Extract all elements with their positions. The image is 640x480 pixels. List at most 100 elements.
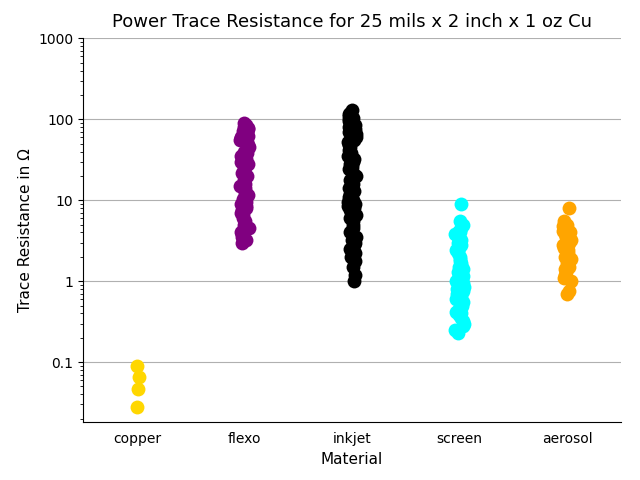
Point	[562, 221, 572, 228]
Point	[454, 271, 464, 278]
Point	[236, 228, 246, 236]
Point	[351, 212, 361, 219]
Point	[452, 233, 463, 241]
Point	[344, 110, 354, 118]
Point	[344, 117, 355, 125]
Point	[242, 138, 252, 146]
Point	[351, 133, 361, 141]
Point	[566, 255, 576, 263]
Point	[239, 123, 249, 131]
Point	[456, 281, 467, 289]
Point	[451, 277, 461, 285]
Point	[348, 263, 358, 271]
Point	[559, 253, 570, 261]
Point	[558, 222, 568, 230]
Point	[239, 148, 249, 156]
Point	[344, 228, 355, 236]
Point	[342, 202, 353, 210]
Point	[456, 241, 466, 249]
Point	[344, 116, 354, 123]
Point	[457, 274, 467, 282]
Point	[344, 146, 354, 154]
Point	[236, 200, 246, 208]
Point	[456, 237, 466, 244]
Point	[345, 160, 355, 168]
Point	[236, 133, 246, 141]
Point	[458, 288, 468, 295]
Point	[243, 160, 253, 168]
Point	[349, 250, 360, 257]
Point	[343, 138, 353, 146]
Point	[451, 295, 461, 303]
Point	[561, 233, 571, 241]
Point	[349, 277, 359, 285]
Point	[241, 193, 251, 201]
Point	[240, 217, 250, 225]
Point	[559, 217, 570, 225]
Point	[558, 227, 568, 235]
Point	[344, 193, 355, 201]
Point	[344, 128, 354, 136]
Point	[454, 244, 464, 252]
Point	[242, 172, 252, 180]
Point	[241, 204, 251, 212]
Point	[451, 285, 461, 293]
Point	[450, 326, 460, 334]
Point	[343, 198, 353, 206]
Point	[345, 206, 355, 214]
Point	[558, 241, 568, 249]
Point	[456, 310, 467, 317]
Point	[564, 288, 574, 295]
Point	[343, 152, 353, 160]
Point	[239, 176, 249, 183]
Point	[348, 225, 358, 232]
Title: Power Trace Resistance for 25 mils x 2 inch x 1 oz Cu: Power Trace Resistance for 25 mils x 2 i…	[112, 13, 592, 31]
Point	[561, 268, 572, 276]
Point	[345, 140, 355, 147]
Point	[236, 182, 246, 190]
Point	[451, 308, 461, 315]
Point	[241, 187, 251, 195]
Point	[237, 168, 248, 176]
Y-axis label: Trace Resistance in Ω: Trace Resistance in Ω	[18, 148, 33, 312]
Point	[563, 257, 573, 264]
Point	[241, 156, 251, 163]
Point	[453, 329, 463, 336]
Point	[563, 247, 573, 254]
Point	[241, 121, 251, 129]
Point	[456, 200, 467, 208]
Point	[347, 106, 357, 114]
Point	[351, 233, 361, 241]
Point	[559, 274, 570, 282]
Point	[349, 156, 359, 163]
Point	[347, 132, 357, 140]
Point	[458, 320, 468, 327]
Point	[456, 261, 466, 268]
Point	[564, 263, 574, 271]
Point	[564, 228, 575, 236]
Point	[564, 239, 574, 246]
Point	[350, 257, 360, 264]
Point	[236, 233, 246, 241]
Point	[241, 198, 252, 206]
Point	[348, 217, 358, 225]
Point	[458, 273, 468, 280]
Point	[562, 259, 572, 266]
Point	[454, 227, 464, 235]
Point	[458, 279, 468, 287]
Point	[455, 255, 465, 263]
Point	[459, 283, 469, 291]
Point	[349, 200, 360, 208]
Point	[559, 271, 570, 278]
Point	[455, 253, 465, 261]
Point	[243, 141, 253, 149]
X-axis label: Material: Material	[321, 452, 383, 467]
Point	[239, 119, 249, 127]
Point	[345, 245, 355, 253]
Point	[132, 362, 143, 370]
Point	[348, 204, 358, 212]
Point	[559, 230, 570, 238]
Point	[452, 250, 463, 257]
Point	[239, 129, 250, 137]
Point	[237, 206, 247, 214]
